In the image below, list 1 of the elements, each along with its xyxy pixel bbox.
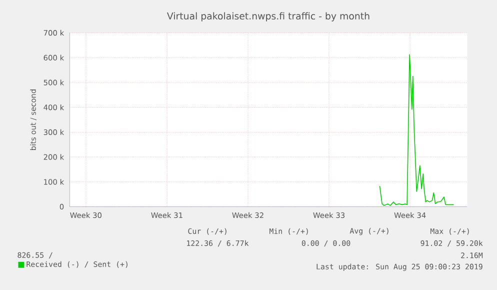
- chart-title: Virtual pakolaiset.nwps.fi traffic - by month: [166, 12, 370, 22]
